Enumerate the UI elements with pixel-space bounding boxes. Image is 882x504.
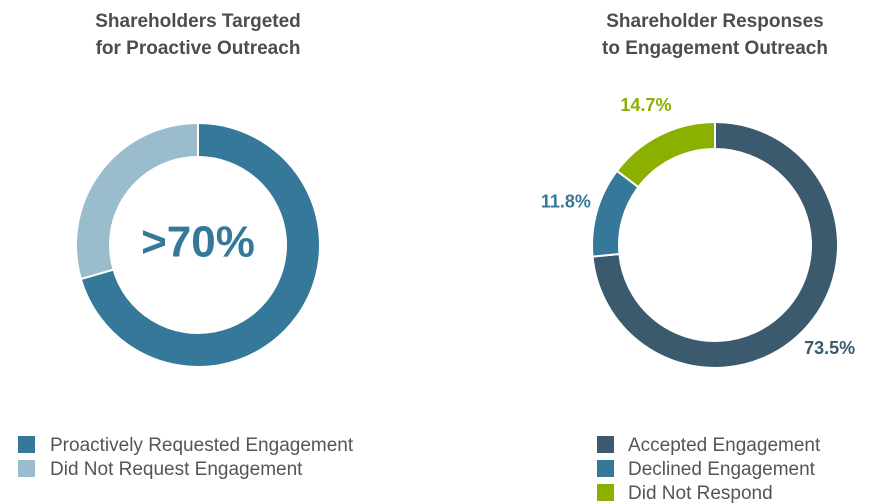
data-label: 11.8%	[541, 191, 591, 211]
chart-title: for Proactive Outreach	[96, 38, 301, 59]
legend-label: Did Not Request Engagement	[50, 459, 303, 480]
legend-label: Did Not Respond	[628, 483, 773, 504]
legend-swatch	[597, 484, 614, 501]
donut-segment	[615, 120, 716, 189]
legend-swatch	[18, 460, 35, 477]
legend-label: Declined Engagement	[628, 459, 816, 480]
donut-segment	[591, 169, 640, 258]
data-label: 14.7%	[620, 95, 671, 115]
legend-label: Accepted Engagement	[628, 435, 821, 456]
chart-title: Shareholder Responses	[606, 11, 824, 32]
legend-label: Proactively Requested Engagement	[50, 435, 354, 456]
legend-swatch	[18, 436, 35, 453]
donut-segment	[591, 120, 839, 369]
chart-title: Shareholders Targeted	[95, 11, 301, 32]
donut-segment	[79, 121, 321, 368]
center-label: >70%	[141, 218, 255, 267]
legend-swatch	[597, 436, 614, 453]
data-label: 73.5%	[804, 338, 855, 358]
legend-swatch	[597, 460, 614, 477]
donut-segment	[75, 121, 199, 281]
chart-title: to Engagement Outreach	[602, 38, 828, 59]
